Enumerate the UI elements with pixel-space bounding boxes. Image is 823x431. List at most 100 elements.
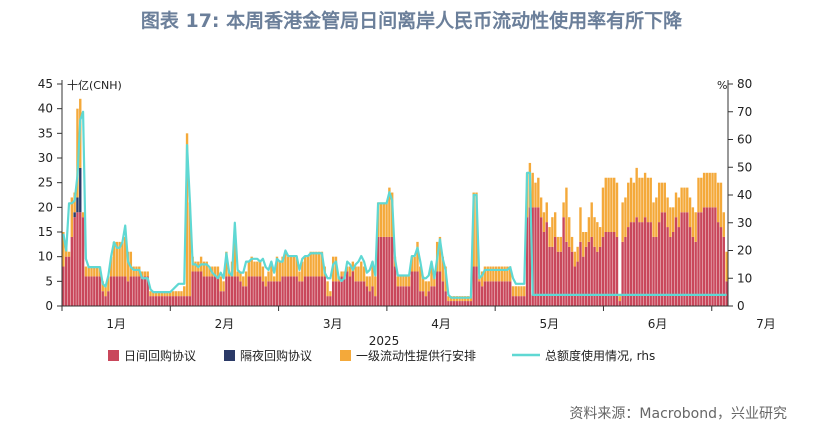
bar-intraday: [399, 286, 402, 306]
bar-intraday: [559, 251, 562, 306]
bar-intraday: [452, 301, 456, 306]
bar-liquidity: [598, 227, 602, 247]
bar-liquidity: [129, 251, 133, 277]
bar-liquidity: [686, 187, 689, 213]
bar-liquidity: [604, 177, 607, 232]
bar-liquidity: [489, 266, 492, 282]
bar-liquidity: [70, 197, 74, 237]
bar-intraday: [115, 276, 118, 306]
bar-intraday: [357, 281, 360, 306]
y-tick-label: 0: [45, 299, 53, 313]
bar-liquidity: [666, 197, 669, 228]
bar-intraday: [568, 246, 571, 306]
bar-liquidity: [711, 172, 714, 208]
bar-intraday: [362, 281, 366, 306]
bar-liquidity: [174, 291, 178, 297]
bar-liquidity: [278, 261, 281, 282]
bar-liquidity: [177, 291, 180, 297]
bar-intraday: [598, 246, 602, 306]
bar-liquidity: [292, 256, 296, 277]
bar-liquidity: [194, 261, 197, 272]
axes: 0 5 10 15 20 25 30 35 40 45 0 10 20 30 40 50 60 70 80 1月 2月 3…: [38, 77, 776, 331]
bar-intraday: [236, 276, 239, 306]
bar-intraday: [65, 256, 68, 306]
bar-intraday: [562, 217, 565, 306]
bar-intraday: [458, 301, 461, 306]
bar-intraday: [610, 232, 613, 306]
bar-liquidity: [185, 133, 189, 297]
bar-intraday: [76, 212, 79, 306]
bar-intraday: [613, 232, 616, 306]
bar-intraday: [107, 291, 110, 306]
bar-intraday: [405, 286, 408, 306]
bar-intraday: [337, 281, 340, 306]
bar-intraday: [601, 236, 605, 306]
bar-intraday: [677, 227, 681, 306]
y-tick-label: 40: [38, 102, 53, 116]
bar-liquidity: [579, 207, 582, 242]
bar-liquidity: [67, 251, 71, 257]
bar-intraday: [629, 222, 633, 306]
bar-liquidity: [84, 266, 88, 277]
bar-liquidity: [615, 182, 619, 237]
bar-intraday: [149, 296, 152, 306]
bar-liquidity: [576, 246, 579, 262]
bar-intraday: [152, 296, 155, 306]
bar-intraday: [374, 296, 377, 306]
bar-intraday: [70, 236, 74, 306]
x-tick-label: 1月: [106, 317, 126, 331]
bar-liquidity: [506, 266, 509, 282]
bar-intraday: [143, 276, 147, 306]
bar-intraday: [683, 212, 686, 306]
bar-liquidity: [559, 236, 562, 252]
bar-intraday: [326, 296, 329, 306]
legend-swatch-overnight: [224, 350, 235, 361]
bar-intraday: [438, 271, 442, 306]
bar-intraday: [391, 236, 394, 306]
bar-intraday: [109, 276, 113, 306]
bar-intraday: [672, 232, 675, 306]
bar-liquidity: [317, 251, 321, 277]
bar-intraday: [393, 266, 397, 306]
bar-intraday: [376, 236, 380, 306]
legend-label-overnight: 隔夜回购协议: [240, 348, 312, 363]
bar-intraday: [365, 286, 369, 306]
bar-liquidity: [236, 271, 239, 277]
bar-liquidity: [374, 276, 377, 297]
bar-intraday: [163, 296, 166, 306]
bar-intraday: [641, 222, 644, 306]
bar-intraday: [596, 251, 599, 306]
bar-intraday: [413, 271, 416, 306]
bar-liquidity: [509, 266, 512, 282]
bar-liquidity: [124, 236, 127, 277]
bar-liquidity: [95, 266, 99, 277]
bar-liquidity: [270, 261, 273, 282]
bar-liquidity: [112, 241, 116, 277]
bar-intraday: [275, 281, 279, 306]
bar-liquidity: [261, 266, 265, 282]
bar-intraday: [489, 281, 492, 306]
bar-liquidity: [556, 236, 560, 252]
bar-liquidity: [438, 236, 442, 272]
bar-intraday: [402, 286, 405, 306]
bar-liquidity: [584, 232, 588, 247]
source-note: 资料来源：Macrobond，兴业研究: [569, 406, 787, 422]
bar-intraday: [199, 271, 203, 306]
bar-intraday: [208, 276, 211, 306]
bar-intraday: [722, 236, 725, 306]
bar-liquidity: [629, 177, 633, 223]
bar-liquidity: [399, 276, 402, 287]
bar-liquidity: [357, 266, 360, 282]
bar-intraday: [461, 301, 464, 306]
bar-liquidity: [542, 212, 546, 232]
y-tick-label: 10: [38, 250, 53, 264]
bar-intraday: [638, 222, 641, 306]
bar-liquidity: [180, 291, 183, 297]
bar-liquidity: [348, 266, 352, 277]
bar-intraday: [663, 212, 666, 306]
bar-liquidity: [216, 266, 220, 277]
bar-intraday: [475, 266, 478, 306]
bar-intraday: [320, 276, 324, 306]
bar-liquidity: [166, 291, 169, 297]
